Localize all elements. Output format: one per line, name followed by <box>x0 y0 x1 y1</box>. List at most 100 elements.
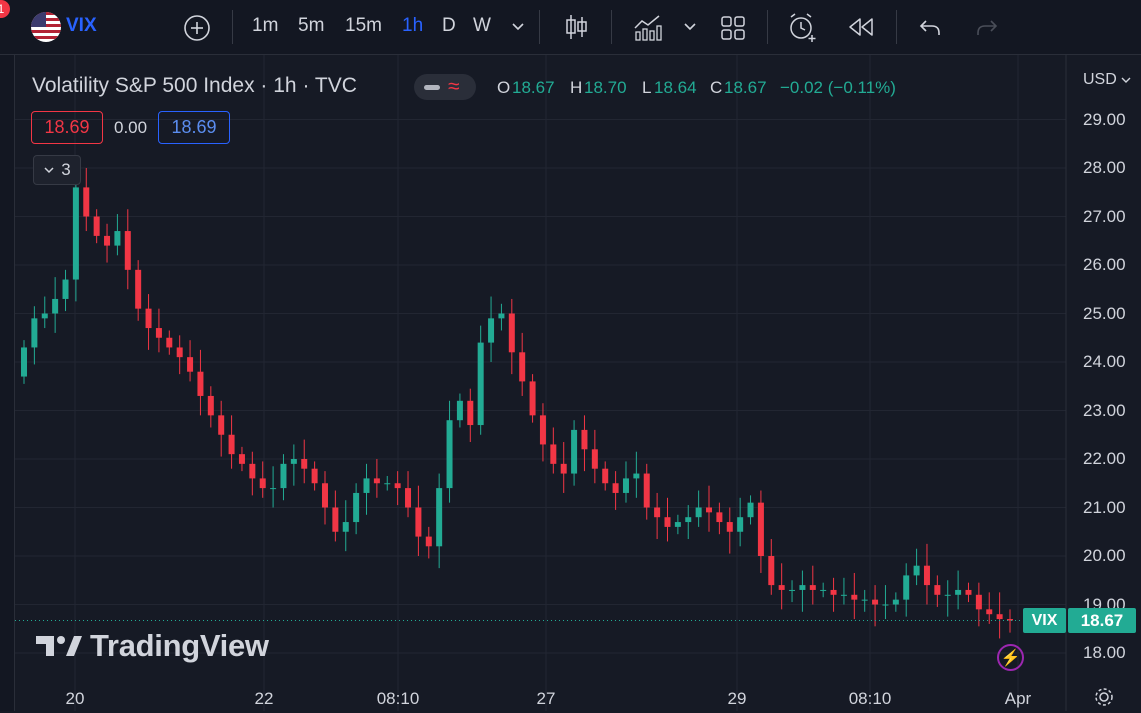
last-price-symbol: VIX <box>1023 608 1066 633</box>
interval-w[interactable]: W <box>473 15 491 36</box>
candle-body <box>996 614 1003 620</box>
legend-toggle[interactable]: ≈ <box>414 74 476 100</box>
candle-body <box>52 298 59 314</box>
change-value: −0.02 (−0.11%) <box>780 78 896 97</box>
undo-button[interactable] <box>917 15 943 39</box>
toolbar-divider <box>896 10 897 44</box>
candle-body <box>944 594 951 596</box>
candle-body <box>757 502 764 556</box>
candle-body <box>207 395 214 416</box>
price-scale-label: 21.00 <box>1083 497 1126 517</box>
candle-body <box>664 517 671 527</box>
chevron-down-icon <box>684 23 696 31</box>
indicators-collapse-button[interactable]: 3 <box>33 155 81 185</box>
candle-body <box>114 231 121 246</box>
low-label: L <box>642 78 652 97</box>
candle-body <box>93 216 100 236</box>
indicators-button[interactable] <box>632 12 662 42</box>
symbol-search-button[interactable]: VIX <box>66 15 97 36</box>
candle-body <box>187 357 194 372</box>
time-scale-label: 22 <box>254 689 274 708</box>
candle-body <box>539 415 546 445</box>
price-scale-label: 25.00 <box>1083 303 1126 323</box>
candle-body <box>1007 619 1013 621</box>
lightning-icon[interactable]: ⚡ <box>997 644 1024 671</box>
last-price-value: 18.67 <box>1068 608 1136 633</box>
candle-body <box>332 507 339 532</box>
candle-body <box>923 565 930 586</box>
interval-d[interactable]: D <box>442 15 456 36</box>
compare-add-button[interactable] <box>182 13 212 43</box>
sell-price-button[interactable]: 18.69 <box>31 111 103 144</box>
currency-selector[interactable]: USD <box>1083 71 1131 89</box>
price-scale-label: 28.00 <box>1083 158 1126 177</box>
logo-text: TradingView <box>90 628 269 663</box>
high-label: H <box>570 78 583 97</box>
candle-body <box>591 449 598 469</box>
gear-icon[interactable] <box>1093 686 1115 708</box>
interval-1h[interactable]: 1h <box>402 15 424 36</box>
candle-body <box>228 434 235 455</box>
candle-body <box>726 522 733 532</box>
panel-divider <box>14 55 15 711</box>
wave-icon: ≈ <box>448 75 460 98</box>
interval-1m[interactable]: 1m <box>252 15 279 36</box>
indicators-count: 3 <box>61 160 71 179</box>
candle-body <box>737 517 744 532</box>
candle-body <box>674 522 681 527</box>
candle-body <box>508 313 515 353</box>
candle-body <box>955 589 962 595</box>
price-chart[interactable] <box>15 55 1141 711</box>
candle-body <box>477 342 484 426</box>
candle-body <box>716 512 723 523</box>
candle-body <box>62 279 69 299</box>
indicators-dropdown-button[interactable] <box>680 17 700 37</box>
candle-body <box>280 463 287 489</box>
layout-button[interactable] <box>719 14 747 42</box>
minus-icon <box>424 85 440 90</box>
notification-badge[interactable]: 1 <box>0 0 10 18</box>
candle-body <box>892 599 899 605</box>
chart-type-button[interactable] <box>562 12 590 42</box>
candles <box>21 168 1013 639</box>
replay-button[interactable] <box>846 15 876 39</box>
buy-price-button[interactable]: 18.69 <box>158 111 230 144</box>
low-value: 18.64 <box>654 78 697 97</box>
plus-circle-icon <box>184 15 210 41</box>
candle-body <box>965 589 972 595</box>
chart-grid <box>15 55 1066 711</box>
candle-body <box>768 556 775 586</box>
rewind-icon <box>849 18 873 36</box>
candle-body <box>643 473 650 508</box>
price-scale-label: 18.00 <box>1083 643 1126 662</box>
toolbar-divider <box>611 10 612 44</box>
candle-body <box>913 565 920 576</box>
candle-body <box>622 478 629 493</box>
candle-body <box>612 483 619 493</box>
candle-body <box>166 337 173 348</box>
candle-body <box>135 269 142 309</box>
time-scale-label: Apr <box>1004 689 1032 708</box>
candle-body <box>342 522 349 532</box>
candle-body <box>706 507 713 513</box>
price-scale-label: 29.00 <box>1083 109 1126 129</box>
chevron-down-icon <box>512 23 524 31</box>
candle-body <box>176 347 183 358</box>
chart-title[interactable]: Volatility S&P 500 Index · 1h · TVC <box>32 74 357 97</box>
interval-dropdown-button[interactable] <box>508 17 528 37</box>
candle-body <box>903 575 910 600</box>
candle-body <box>384 483 391 485</box>
candle-body <box>446 420 453 489</box>
alert-button[interactable] <box>786 11 818 43</box>
tradingview-logo[interactable]: TradingView <box>36 628 269 664</box>
candle-body <box>373 478 380 484</box>
interval-15m[interactable]: 15m <box>345 15 382 36</box>
candle-body <box>436 488 443 547</box>
candle-body <box>353 492 360 523</box>
interval-5m[interactable]: 5m <box>298 15 325 36</box>
candle-body <box>633 473 640 479</box>
candle-body <box>83 187 90 217</box>
candle-body <box>21 347 27 377</box>
redo-button[interactable] <box>974 15 1000 39</box>
drawing-toolbar-strip <box>0 55 14 711</box>
